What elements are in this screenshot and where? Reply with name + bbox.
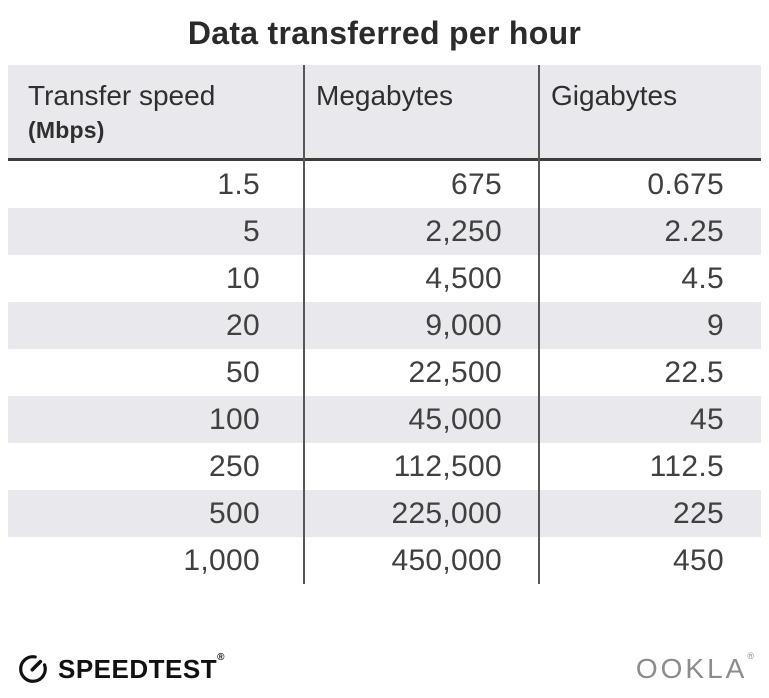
speedtest-trademark: ® — [217, 651, 225, 663]
header-transfer-speed-label: Transfer speed — [28, 80, 216, 111]
speed-cell: 100 — [209, 403, 260, 436]
speed-cell: 5 — [243, 215, 260, 248]
megabytes-cell: 22,500 — [408, 356, 502, 389]
gigabytes-cell: 4.5 — [681, 262, 724, 295]
gigabytes-cell: 225 — [673, 497, 724, 530]
header-gigabytes: Gigabytes — [551, 80, 678, 111]
megabytes-cell: 675 — [451, 168, 502, 201]
speed-cell: 50 — [226, 356, 260, 389]
gigabytes-cell: 0.675 — [647, 168, 724, 201]
megabytes-cell: 225,000 — [391, 497, 502, 530]
table-row: 5 2,250 2.25 — [8, 208, 761, 255]
megabytes-cell: 450,000 — [391, 544, 502, 577]
speed-cell: 1,000 — [183, 544, 260, 577]
megabytes-cell: 9,000 — [425, 309, 502, 342]
speedtest-wordmark: SPEEDTEST® — [58, 651, 225, 685]
megabytes-cell: 2,250 — [425, 215, 502, 248]
gigabytes-cell: 450 — [673, 544, 724, 577]
table-row: 100 45,000 45 — [8, 396, 761, 443]
table-row: 1.5 675 0.675 — [8, 161, 761, 208]
table-row: 20 9,000 9 — [8, 302, 761, 349]
speed-cell: 1.5 — [217, 168, 260, 201]
speedtest-logo: SPEEDTEST® — [16, 652, 225, 686]
speed-cell: 10 — [226, 262, 260, 295]
megabytes-cell: 4,500 — [425, 262, 502, 295]
table-body: 1.5 675 0.675 5 2,250 2.25 10 4,500 4.5 20 9,000 9 5… — [8, 161, 761, 584]
gigabytes-cell: 22.5 — [664, 356, 724, 389]
header-megabytes: Megabytes — [316, 80, 453, 111]
gigabytes-cell: 9 — [707, 309, 724, 342]
megabytes-cell: 45,000 — [408, 403, 502, 436]
table-row: 500 225,000 225 — [8, 490, 761, 537]
speed-cell: 250 — [209, 450, 260, 483]
gigabytes-cell: 2.25 — [664, 215, 724, 248]
table-header-row: Transfer speed (Mbps) Megabytes Gigabyte… — [8, 65, 761, 161]
table-row: 10 4,500 4.5 — [8, 255, 761, 302]
ookla-trademark: ® — [747, 651, 757, 661]
gigabytes-cell: 45 — [690, 403, 724, 436]
table-row: 1,000 450,000 450 — [8, 537, 761, 584]
table-row: 250 112,500 112.5 — [8, 443, 761, 490]
megabytes-cell: 112,500 — [393, 450, 502, 483]
footer: SPEEDTEST® OOKLA® — [16, 651, 757, 686]
speed-cell: 500 — [209, 497, 260, 530]
table-row: 50 22,500 22.5 — [8, 349, 761, 396]
header-mbps-unit: (Mbps) — [28, 117, 105, 143]
column-divider — [303, 65, 305, 584]
ookla-label: OOKLA — [635, 653, 748, 684]
column-divider — [538, 65, 540, 584]
speed-cell: 20 — [226, 309, 260, 342]
page-title: Data transferred per hour — [187, 15, 582, 51]
ookla-logo: OOKLA® — [635, 651, 757, 685]
speedtest-label: SPEEDTEST — [58, 653, 218, 684]
data-table: Transfer speed (Mbps) Megabytes Gigabyte… — [8, 65, 761, 584]
speedometer-gauge-icon — [19, 655, 47, 683]
header-transfer-speed: Transfer speed (Mbps) — [8, 65, 303, 158]
gigabytes-cell: 112.5 — [649, 450, 724, 483]
